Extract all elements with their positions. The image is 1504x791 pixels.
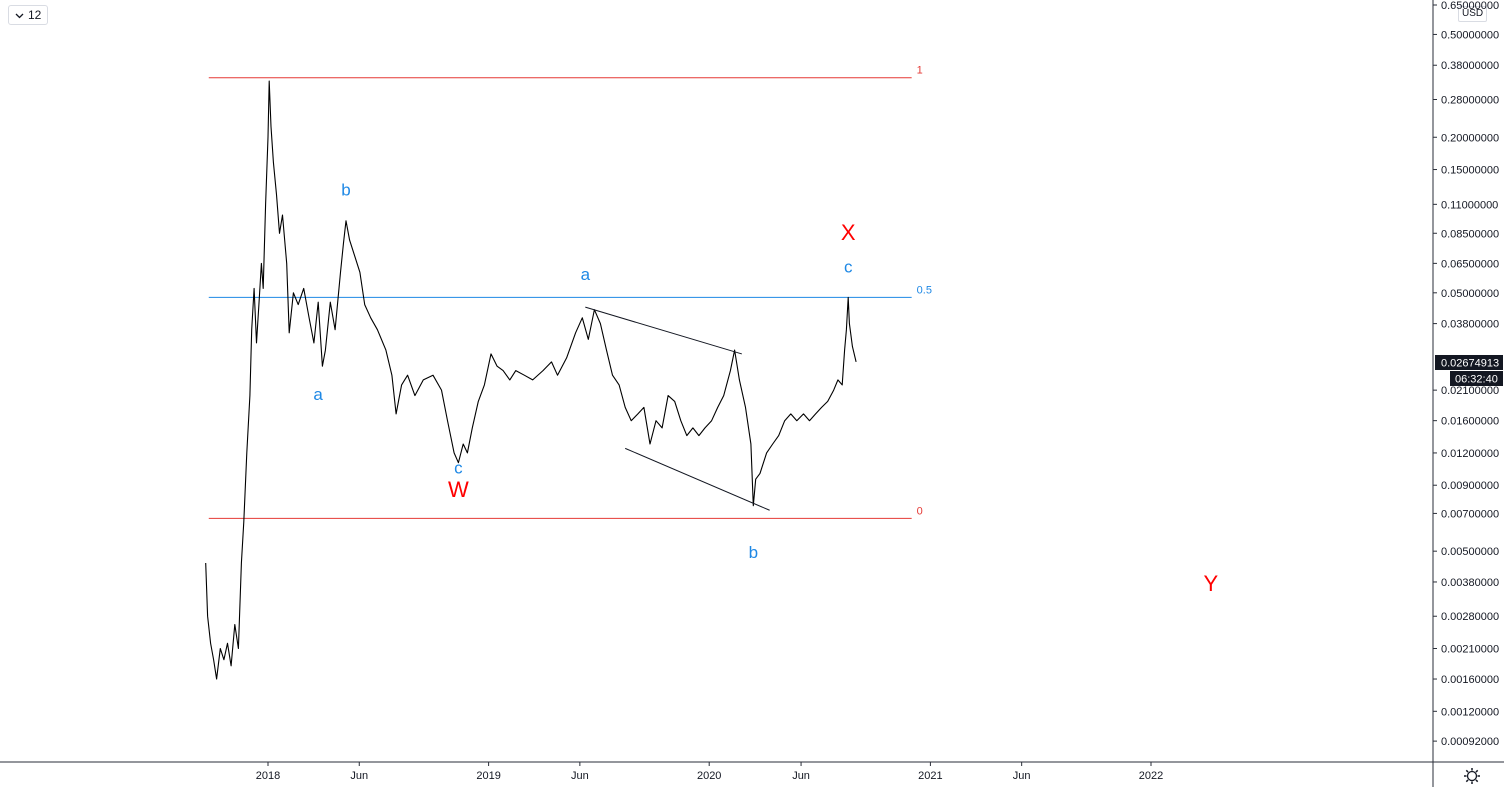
y-tick-label: 0.00120000 xyxy=(1441,706,1499,718)
x-tick-label: Jun xyxy=(1013,770,1031,782)
x-tick-label: Jun xyxy=(571,770,589,782)
y-tick-label: 0.00280000 xyxy=(1441,611,1499,623)
y-tick-label: 0.06500000 xyxy=(1441,258,1499,270)
x-tick-label: 2020 xyxy=(697,770,721,782)
y-tick-label: 0.20000000 xyxy=(1441,132,1499,144)
last-price-badge xyxy=(1435,354,1503,370)
wave-label-c: c xyxy=(454,458,463,477)
wave-label-W: W xyxy=(448,477,469,502)
y-tick-label: 0.11000000 xyxy=(1441,199,1498,211)
bar-countdown-value: 06:32:40 xyxy=(1455,373,1498,385)
wave-label-b: b xyxy=(341,181,350,200)
y-tick-label: 0.01200000 xyxy=(1441,448,1499,460)
wave-label-c: c xyxy=(844,257,853,276)
y-tick-label: 0.38000000 xyxy=(1441,60,1499,72)
channel-trend-line xyxy=(585,306,742,355)
x-tick-label: Jun xyxy=(350,770,368,782)
y-tick-label: 0.00210000 xyxy=(1441,644,1499,656)
y-tick-label: 0.00500000 xyxy=(1441,546,1499,558)
interval-selector[interactable]: 12 xyxy=(8,5,49,25)
wave-label-a: a xyxy=(313,385,323,404)
y-tick-label: 0.02100000 xyxy=(1441,385,1499,397)
bar-countdown-badge xyxy=(1450,370,1503,386)
price-series-line xyxy=(205,80,857,680)
last-price-value: 0.02674913 xyxy=(1441,357,1499,369)
fib-level-label: 0.5 xyxy=(917,284,932,296)
y-tick-label: 0.50000000 xyxy=(1441,29,1499,41)
y-tick-label: 0.00160000 xyxy=(1441,674,1499,686)
y-tick-label: 0.00380000 xyxy=(1441,577,1499,589)
y-tick-label: 0.05000000 xyxy=(1441,288,1499,300)
interval-label: 12 xyxy=(28,8,42,22)
fib-level-label: 0 xyxy=(917,505,923,517)
gear-icon xyxy=(1464,768,1480,784)
y-tick-label: 0.15000000 xyxy=(1441,165,1499,177)
wave-label-Y: Y xyxy=(1203,571,1218,596)
wave-label-b: b xyxy=(749,543,758,562)
y-tick-label: 0.08500000 xyxy=(1441,228,1499,240)
y-tick-label: 0.01600000 xyxy=(1441,416,1499,428)
channel-trend-line xyxy=(624,447,770,511)
y-tick-label: 0.00700000 xyxy=(1441,508,1499,520)
y-tick-label: 0.28000000 xyxy=(1441,94,1499,106)
y-tick-label: 0.03800000 xyxy=(1441,319,1499,331)
y-tick-label: 0.00092000 xyxy=(1441,736,1499,748)
x-tick-label: 2022 xyxy=(1139,770,1163,782)
x-tick-label: 2021 xyxy=(918,770,942,782)
y-tick-label: 0.00900000 xyxy=(1441,480,1499,492)
currency-badge[interactable]: USD xyxy=(1458,6,1488,22)
settings-button[interactable] xyxy=(1462,766,1482,786)
x-tick-label: 2019 xyxy=(476,770,500,782)
y-tick-label: 0.65000000 xyxy=(1441,0,1499,12)
fib-level-label: 1 xyxy=(917,65,923,77)
wave-label-X: X xyxy=(841,220,856,245)
x-tick-label: Jun xyxy=(792,770,810,782)
x-tick-label: 2018 xyxy=(256,770,280,782)
wave-label-a: a xyxy=(581,265,591,284)
chevron-down-icon xyxy=(15,13,24,18)
